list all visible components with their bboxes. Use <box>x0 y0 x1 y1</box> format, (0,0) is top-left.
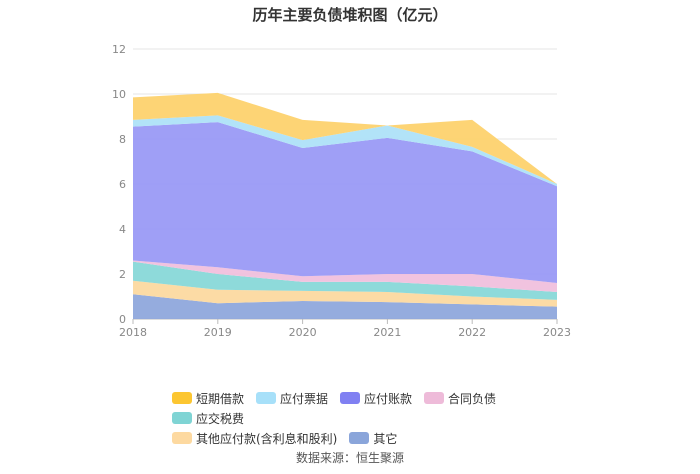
x-tick-label: 2022 <box>458 326 486 339</box>
y-tick-label: 10 <box>112 88 126 101</box>
area-其他应付款(含利息和股利) <box>133 280 557 307</box>
area-短期借款 <box>133 92 557 184</box>
legend-label: 应付账款 <box>364 391 413 406</box>
legend-label: 合同负债 <box>448 391 497 406</box>
legend-item[interactable]: 应付账款 <box>340 389 412 407</box>
y-tick-label: 12 <box>112 43 126 56</box>
legend-swatch <box>172 412 192 424</box>
legend-label: 其他应付款(含利息和股利) <box>196 431 338 446</box>
legend-swatch <box>172 392 192 404</box>
area-应付账款 <box>133 122 557 283</box>
legend-item[interactable]: 其它 <box>349 429 397 447</box>
y-tick-label: 2 <box>119 268 126 281</box>
legend-item[interactable]: 短期借款 <box>172 389 244 407</box>
x-tick-label: 2021 <box>373 326 401 339</box>
y-tick-label: 0 <box>119 313 126 326</box>
legend-swatch <box>340 392 361 404</box>
legend-row-2: 其他应付款(含利息和股利) 其它 <box>172 429 592 449</box>
legend-item[interactable]: 其他应付款(含利息和股利) <box>172 429 337 447</box>
y-tick-label: 8 <box>119 133 126 146</box>
legend-label: 其它 <box>373 431 398 446</box>
x-tick-label: 2020 <box>289 326 317 339</box>
legend: 短期借款 应付票据 应付账款 合同负债应交税费 其他应付款(含利息和股利) 其它 <box>172 389 592 449</box>
x-tick-label: 2018 <box>119 326 147 339</box>
legend-swatch <box>172 432 192 444</box>
y-tick-label: 6 <box>119 178 126 191</box>
legend-item[interactable]: 合同负债 <box>424 389 496 407</box>
area-合同负债 <box>133 260 557 292</box>
area-应交税费 <box>133 261 557 300</box>
x-tick-label: 2023 <box>543 326 571 339</box>
y-tick-label: 4 <box>119 223 126 236</box>
legend-item[interactable]: 应付票据 <box>256 389 328 407</box>
x-tick-label: 2019 <box>204 326 232 339</box>
area-应付票据 <box>133 115 557 187</box>
legend-label: 应交税费 <box>196 411 245 426</box>
legend-label: 短期借款 <box>196 391 245 406</box>
data-source: 数据来源：恒生聚源 <box>295 451 404 465</box>
legend-swatch <box>349 432 370 444</box>
legend-item[interactable]: 应交税费 <box>172 409 244 427</box>
legend-row-1: 短期借款 应付票据 应付账款 合同负债应交税费 <box>172 389 592 429</box>
legend-swatch <box>424 392 445 404</box>
area-其它 <box>133 294 557 319</box>
legend-label: 应付票据 <box>280 391 329 406</box>
legend-swatch <box>256 392 277 404</box>
chart-title: 历年主要负债堆积图（亿元） <box>252 6 448 24</box>
